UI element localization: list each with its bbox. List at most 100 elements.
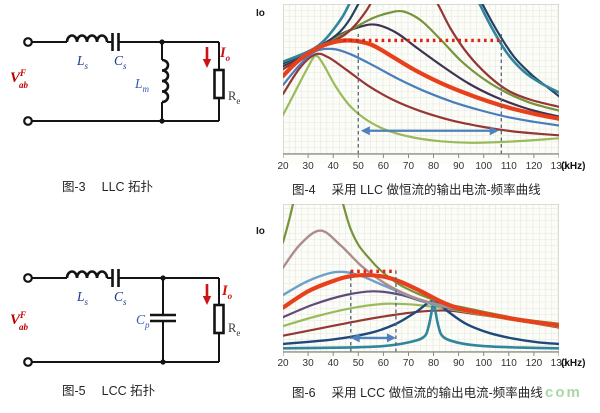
current-frequency-curve [283,4,559,94]
llc-chart-x-axis: 20 30 40 50 60 70 80 90 100 110 120 130 (kHz) [277,161,595,175]
series-capacitor-label: Cs [114,289,127,307]
output-current-label: Io [221,283,233,301]
current-frequency-curve [283,300,559,350]
x-axis-unit: (kHz) [561,161,586,172]
figure3-title: LLC 拓扑 [101,180,154,194]
current-frequency-curve [283,4,559,108]
parallel-capacitor-plates [150,313,176,323]
parallel-capacitor-label: Cp [136,312,150,330]
grid [282,204,559,353]
figure6-caption: 图-6 采用 LCC 做恒流的输出电流-频率曲线 [292,382,543,401]
x-tick-label: 30 [302,161,314,172]
x-tick-label: 70 [402,161,415,172]
input-terminal-bottom [23,116,33,126]
x-tick-label: 70 [402,358,415,369]
load-resistor-label: Re [228,321,240,338]
arrowhead-right [489,126,499,136]
x-tick-label: 80 [427,161,440,172]
y-axis-label-io-bottom: Io [256,226,265,237]
figure4-caption: 图-4 采用 LLC 做恒流的输出电流-频率曲线 [292,179,541,198]
x-tick-label: 20 [277,358,289,369]
series-capacitor-label: Cs [114,53,127,71]
figure5-caption: 图-5 LCC 拓扑 [62,380,155,399]
x-tick-label: 130 [550,358,568,369]
curves-group [283,4,559,144]
junction-node [160,275,166,281]
source-voltage-label: VF ab [10,68,29,90]
lcc-chart-panel [282,204,560,362]
lcc-output-current-frequency-chart [282,204,560,356]
series-inductor-coil [65,270,109,279]
x-tick-label: 60 [377,161,389,172]
current-frequency-curve [283,38,559,121]
current-frequency-curve [283,54,559,144]
junction-node [159,118,165,124]
series-inductor-coil [65,34,109,43]
figure5-title: LCC 拓扑 [101,384,156,398]
x-tick-label: 100 [475,358,493,369]
site-watermark: com [545,384,582,401]
series-inductor-label: Ls [76,53,89,71]
x-tick-label: 60 [377,358,389,369]
x-tick-label: 130 [550,161,568,172]
x-axis-ticks [282,154,560,158]
output-current-arrowhead [202,59,212,68]
llc-output-current-frequency-chart [282,3,560,158]
magnetizing-inductor-label: Lm [134,76,150,94]
current-frequency-curve [283,273,559,328]
magnetizing-inductor-coil [161,58,170,104]
figure3-caption: 图-3 LLC 拓扑 [62,176,153,195]
wire [31,278,220,363]
llc-chart-panel [282,3,560,164]
plot-border [283,204,559,352]
x-tick-label: 20 [277,161,289,172]
x-tick-label: 40 [327,358,339,369]
junction-node [160,359,166,365]
x-tick-label: 120 [525,161,543,172]
x-tick-label: 120 [525,358,543,369]
x-tick-label: 110 [500,161,517,172]
figure3-number: 图-3 [62,180,86,194]
arrowhead-right [386,333,396,343]
load-resistor [213,68,225,100]
x-tick-label: 30 [302,358,314,369]
load-resistor [213,303,225,335]
x-tick-label: 90 [453,161,465,172]
figure6-number: 图-6 [292,386,316,400]
y-axis-label-io-top: Io [256,8,265,19]
figure4-number: 图-4 [292,183,316,197]
x-tick-label: 40 [327,161,339,172]
x-tick-label: 90 [453,358,465,369]
x-axis-unit: (kHz) [561,358,586,369]
input-terminal-top [23,37,33,47]
llc-topology-circuit-diagram: VF ab Ls Cs Lm Io Re [10,33,240,126]
figure4-title: 采用 LLC 做恒流的输出电流-频率曲线 [331,183,541,197]
current-frequency-curve [283,52,559,137]
figure6-title: 采用 LCC 做恒流的输出电流-频率曲线 [331,386,543,400]
curves-group [283,204,559,350]
x-tick-label: 50 [352,161,364,172]
series-inductor-label: Ls [76,289,89,307]
output-current-label: Io [219,45,231,63]
junction-node [159,39,165,45]
figure5-number: 图-5 [62,384,86,398]
wire [31,42,220,122]
x-tick-label: 110 [500,358,517,369]
x-tick-label: 100 [475,161,493,172]
lcc-chart-x-axis: 20 30 40 50 60 70 80 90 100 110 120 130 (kHz) [277,358,595,372]
load-resistor-label: Re [228,89,240,106]
arrowhead-left [360,126,370,136]
current-frequency-curve [283,4,559,98]
input-terminal-top [23,273,33,283]
source-voltage-label: VF ab [10,310,29,332]
series-capacitor-plates [111,33,120,51]
arrowhead-left [350,333,360,343]
current-frequency-curve [283,270,559,326]
output-current-arrowhead [202,296,212,305]
input-terminal-bottom [23,357,33,367]
x-axis-ticks [282,352,560,356]
lcc-topology-circuit-diagram: VF ab Ls Cs Cp Io Re [10,269,240,367]
x-tick-label: 80 [427,358,440,369]
x-tick-label: 50 [352,358,364,369]
